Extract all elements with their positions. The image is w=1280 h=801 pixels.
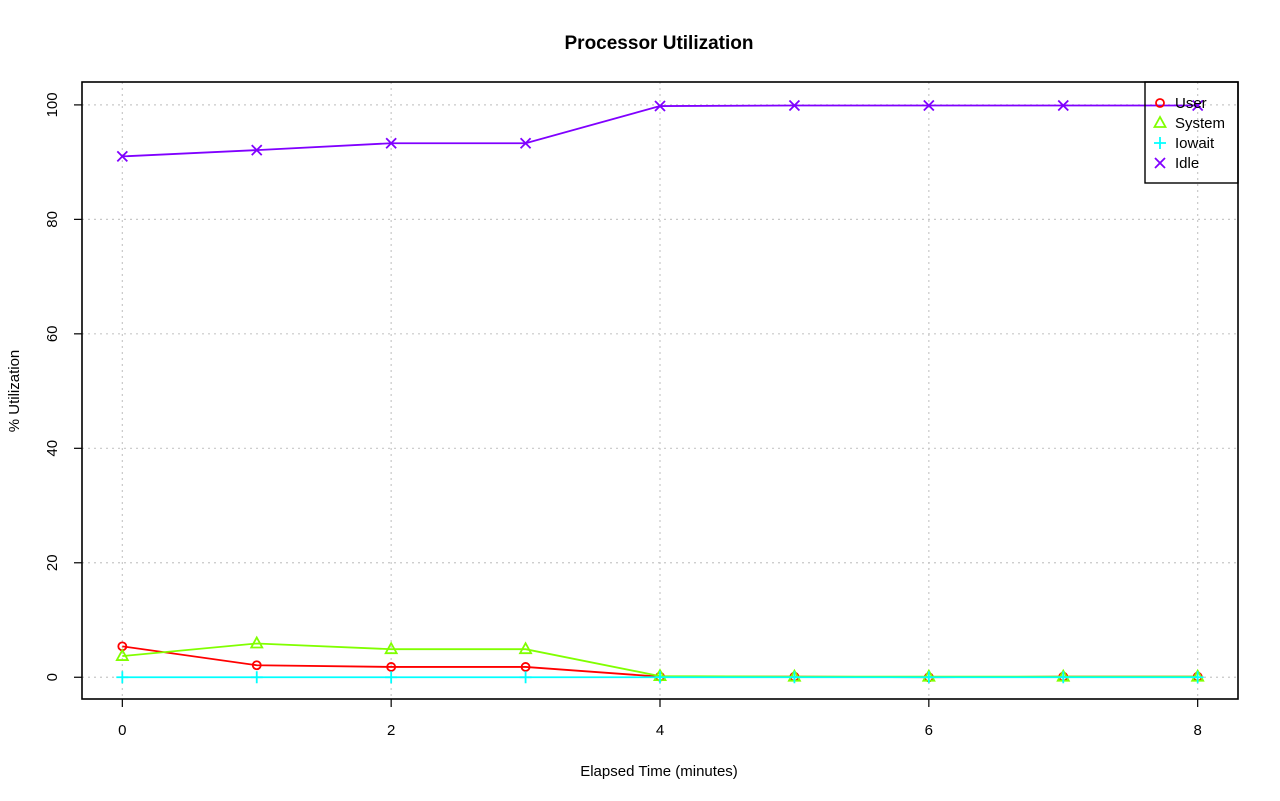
point-idle: [519, 137, 532, 149]
legend-label-user: User: [1175, 95, 1207, 112]
legend-item-iowait: Iowait: [1154, 135, 1215, 152]
series-idle: [116, 99, 1204, 163]
y-axis-label: % Utilization: [6, 350, 23, 433]
point-idle: [1057, 99, 1069, 112]
series-iowait: [116, 671, 1204, 684]
x-axis-label: Elapsed Time (minutes): [580, 763, 738, 780]
x-tick-label: 4: [656, 722, 664, 739]
point-idle: [385, 137, 397, 149]
point-iowait: [1191, 671, 1204, 684]
legend-marker-system: [1152, 115, 1168, 128]
legend-marker-idle: [1154, 157, 1166, 169]
plot-frame: [81, 81, 1239, 700]
point-iowait: [654, 671, 666, 684]
legend: User System Iowait Idle: [1144, 81, 1239, 184]
legend-box: [1144, 81, 1239, 184]
point-iowait: [385, 671, 398, 684]
point-iowait: [519, 671, 532, 684]
point-system: [518, 641, 533, 655]
point-iowait: [922, 671, 935, 684]
point-iowait: [788, 671, 801, 684]
legend-label-idle: Idle: [1175, 155, 1199, 172]
legend-marker-iowait: [1154, 137, 1166, 149]
y-tick-label: 100: [44, 92, 61, 117]
point-user: [520, 662, 531, 672]
x-tick-label: 6: [925, 722, 933, 739]
point-iowait: [116, 671, 129, 684]
y-tick-label: 0: [44, 673, 61, 681]
x-tick-label: 2: [387, 722, 395, 739]
point-system: [384, 641, 399, 655]
y-tick-label: 40: [44, 440, 61, 457]
y-tick-label: 20: [44, 554, 61, 571]
legend-item-user: User: [1155, 95, 1207, 112]
point-system: [249, 635, 264, 649]
series-layer: [115, 99, 1205, 684]
point-idle: [923, 99, 935, 112]
point-user: [386, 662, 397, 672]
point-idle: [788, 99, 801, 112]
point-system: [115, 648, 130, 661]
x-tick-label: 8: [1194, 722, 1202, 739]
point-idle: [251, 144, 263, 156]
legend-label-iowait: Iowait: [1175, 135, 1215, 152]
point-iowait: [250, 671, 263, 684]
chart-title: Processor Utilization: [565, 33, 754, 54]
y-tick-label: 60: [44, 325, 61, 342]
point-idle: [1192, 99, 1204, 112]
point-idle: [116, 150, 128, 163]
y-tick-label: 80: [44, 211, 61, 228]
grid: [82, 82, 1238, 699]
point-user: [251, 660, 262, 671]
legend-label-system: System: [1175, 115, 1225, 132]
point-idle: [654, 100, 666, 112]
point-iowait: [1057, 671, 1070, 684]
legend-item-idle: Idle: [1154, 155, 1199, 172]
x-tick-label: 0: [118, 722, 126, 739]
legend-item-system: System: [1152, 115, 1225, 132]
legend-marker-user: [1155, 98, 1165, 108]
